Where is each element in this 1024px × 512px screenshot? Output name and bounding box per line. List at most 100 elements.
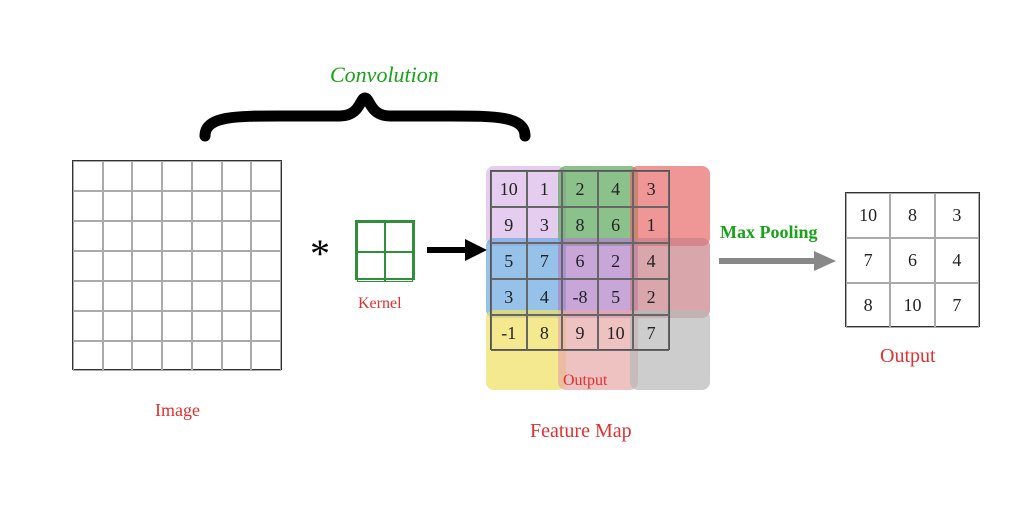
kernel-cell: [357, 252, 385, 282]
grid-cell: [192, 221, 222, 251]
grid-cell: [251, 281, 281, 311]
grid-cell: [103, 221, 133, 251]
grid-cell: 9: [491, 207, 527, 243]
output-label: Output: [880, 345, 936, 368]
grid-cell: 3: [491, 279, 527, 315]
grid-cell: [103, 311, 133, 341]
kernel-cell: [385, 222, 413, 252]
grid-cell: [162, 281, 192, 311]
grid-cell: -1: [491, 315, 527, 351]
conv-arrow-icon: [425, 235, 490, 265]
grid-cell: 10: [890, 283, 934, 328]
max-pooling-label: Max Pooling: [720, 222, 818, 243]
grid-cell: [222, 191, 252, 221]
grid-cell: [132, 341, 162, 371]
convolution-operator: *: [310, 230, 330, 277]
grid-cell: -8: [562, 279, 598, 315]
grid-cell: [162, 341, 192, 371]
grid-cell: 7: [935, 283, 979, 328]
image-label: Image: [155, 400, 200, 421]
grid-cell: 10: [598, 315, 634, 351]
grid-cell: 1: [633, 207, 669, 243]
grid-cell: [132, 311, 162, 341]
convolution-label: Convolution: [330, 62, 439, 88]
output-grid: 10837648107: [845, 192, 980, 327]
pool-arrow-icon: [716, 248, 838, 274]
grid-cell: 5: [491, 243, 527, 279]
grid-cell: [103, 161, 133, 191]
grid-cell: 6: [890, 238, 934, 283]
grid-cell: 1: [527, 171, 563, 207]
grid-cell: 2: [562, 171, 598, 207]
grid-cell: 4: [598, 171, 634, 207]
grid-cell: [192, 341, 222, 371]
kernel-cell: [385, 252, 413, 282]
grid-cell: [251, 191, 281, 221]
grid-cell: [251, 341, 281, 371]
grid-cell: [192, 251, 222, 281]
grid-cell: 8: [527, 315, 563, 351]
grid-cell: [103, 191, 133, 221]
grid-cell: [73, 251, 103, 281]
grid-cell: [192, 191, 222, 221]
image-grid: [72, 160, 282, 370]
grid-cell: 5: [598, 279, 634, 315]
grid-cell: [192, 311, 222, 341]
grid-cell: [251, 251, 281, 281]
grid-cell: 4: [935, 238, 979, 283]
grid-cell: [132, 191, 162, 221]
grid-cell: 4: [527, 279, 563, 315]
grid-cell: 10: [846, 193, 890, 238]
grid-cell: [192, 161, 222, 191]
grid-cell: [132, 281, 162, 311]
grid-cell: [222, 341, 252, 371]
grid-cell: [132, 221, 162, 251]
grid-cell: 6: [562, 243, 598, 279]
grid-cell: 7: [527, 243, 563, 279]
grid-cell: [132, 161, 162, 191]
grid-cell: [192, 281, 222, 311]
grid-cell: [222, 251, 252, 281]
grid-cell: [73, 191, 103, 221]
grid-cell: 2: [633, 279, 669, 315]
grid-cell: [103, 281, 133, 311]
grid-cell: 7: [633, 315, 669, 351]
grid-cell: 8: [846, 283, 890, 328]
grid-cell: [73, 281, 103, 311]
feature-map-label: Feature Map: [530, 420, 632, 443]
grid-cell: [222, 281, 252, 311]
grid-cell: 6: [598, 207, 634, 243]
grid-cell: [222, 221, 252, 251]
grid-cell: [251, 161, 281, 191]
kernel-label: Kernel: [358, 295, 402, 313]
kernel-grid: [355, 220, 415, 280]
grid-cell: 3: [935, 193, 979, 238]
grid-cell: [162, 311, 192, 341]
grid-cell: [73, 161, 103, 191]
grid-cell: [103, 341, 133, 371]
grid-cell: [162, 221, 192, 251]
grid-cell: [162, 161, 192, 191]
grid-cell: [73, 311, 103, 341]
grid-cell: 4: [633, 243, 669, 279]
diagram-stage: Convolution Image * Kernel 1012439386157…: [0, 0, 1024, 512]
grid-cell: [73, 341, 103, 371]
grid-cell: 10: [491, 171, 527, 207]
grid-cell: [132, 251, 162, 281]
grid-cell: [222, 311, 252, 341]
grid-cell: [251, 221, 281, 251]
grid-cell: 9: [562, 315, 598, 351]
grid-cell: 8: [890, 193, 934, 238]
grid-cell: [222, 161, 252, 191]
grid-cell: 8: [562, 207, 598, 243]
grid-cell: [73, 221, 103, 251]
brace-icon: [200, 92, 530, 147]
grid-cell: 3: [633, 171, 669, 207]
grid-cell: [103, 251, 133, 281]
feature-map-grid: 101243938615762434-852-189107: [490, 170, 670, 350]
grid-cell: [251, 311, 281, 341]
grid-cell: 7: [846, 238, 890, 283]
grid-cell: 3: [527, 207, 563, 243]
output-inner-label: Output: [563, 372, 607, 390]
grid-cell: [162, 251, 192, 281]
